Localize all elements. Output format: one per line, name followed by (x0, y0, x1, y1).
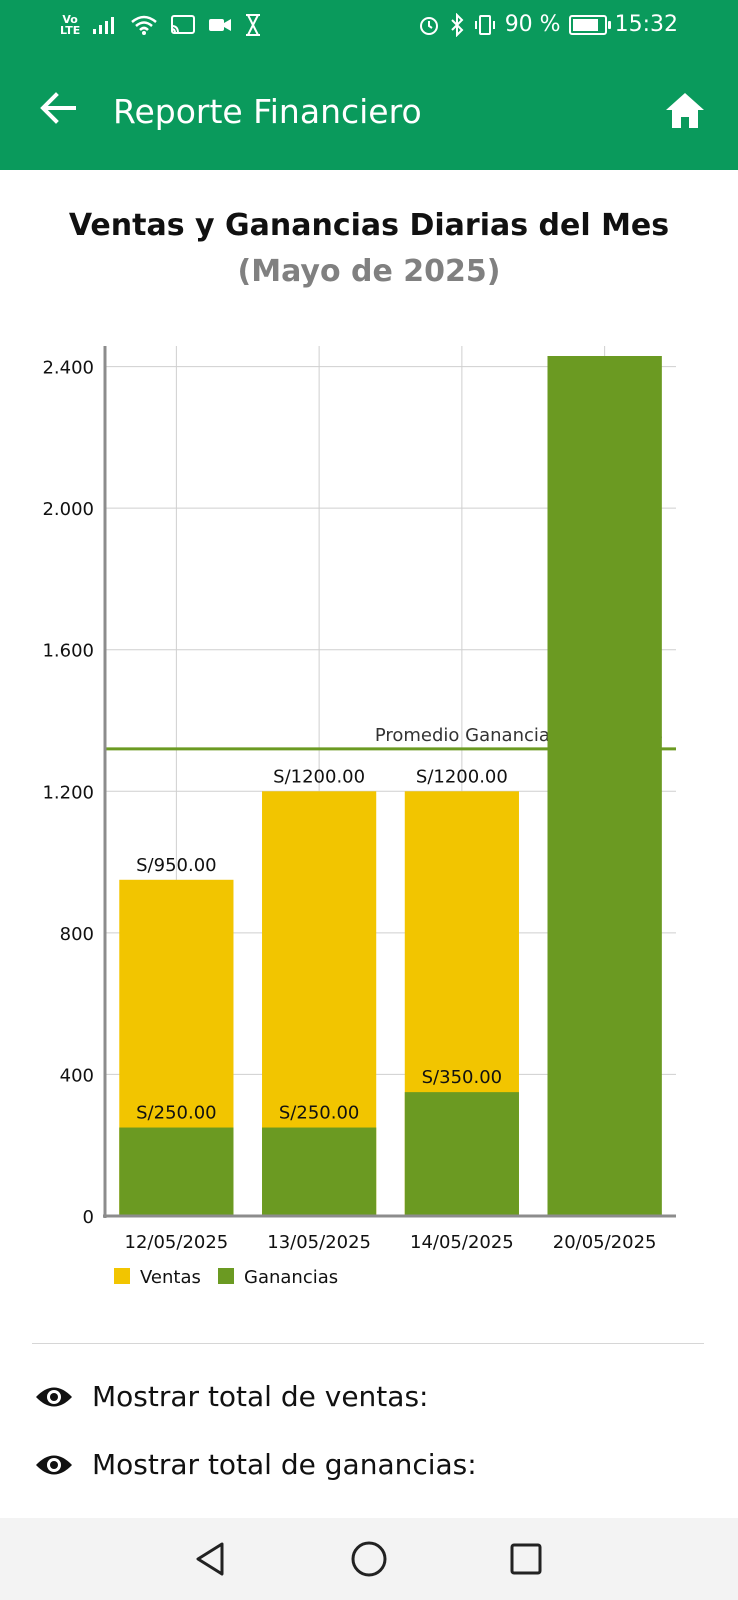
data-label-ventas: S/1200.00 (273, 766, 365, 787)
video-camera-icon (209, 19, 232, 31)
recents-square-icon[interactable] (505, 1538, 547, 1580)
y-tick-label: 2.000 (42, 499, 94, 520)
toggle-total-ventas[interactable]: Mostrar total de ventas: (34, 1380, 428, 1413)
legend-swatch-ventas (114, 1268, 130, 1284)
chart-subtitle: (Mayo de 2025) (237, 254, 501, 289)
chart-title: Ventas y Ganancias Diarias del Mes (68, 208, 670, 243)
eye-icon (36, 1387, 72, 1406)
data-label-ganancias: S/250.00 (279, 1103, 359, 1124)
legend-label-ventas: Ventas (140, 1267, 201, 1288)
x-tick-label: 14/05/2025 (410, 1232, 514, 1253)
eye-icon (36, 1455, 72, 1474)
y-tick-label: 800 (60, 924, 94, 945)
hourglass-icon (246, 14, 261, 36)
toggle-total-ganancias[interactable]: Mostrar total de ganancias: (34, 1448, 477, 1481)
wifi-icon (131, 15, 158, 35)
volte-icon: Vo LTE (60, 13, 81, 37)
bar-ganancias (404, 1092, 519, 1216)
data-label-ganancias: S/350.00 (422, 1067, 502, 1088)
x-tick-label: 20/05/2025 (553, 1232, 657, 1253)
arrow-back-icon[interactable] (36, 86, 80, 130)
battery-icon (568, 14, 611, 35)
app-bar: Reporte Financiero (0, 56, 738, 170)
status-right-icons: 90 % 15:32 (417, 12, 678, 37)
bluetooth-icon (450, 12, 464, 37)
home-circle-icon[interactable] (348, 1538, 390, 1580)
data-label-ventas: S/1200.00 (416, 766, 508, 787)
y-tick-label: 0 (83, 1207, 94, 1228)
x-tick-label: 13/05/2025 (267, 1232, 371, 1253)
y-tick-label: 1.200 (42, 782, 94, 803)
bar-ganancias (547, 356, 662, 1216)
signal-icon (93, 17, 115, 34)
y-tick-label: 2.400 (42, 358, 94, 379)
bar-ganancias (262, 1127, 377, 1216)
legend-swatch-ganancias (218, 1268, 234, 1284)
back-triangle-icon[interactable] (190, 1538, 232, 1580)
divider (32, 1343, 704, 1344)
x-tick-label: 12/05/2025 (125, 1232, 229, 1253)
toggle-label: Mostrar total de ganancias: (92, 1448, 477, 1481)
status-left-icons: Vo LTE (60, 14, 262, 36)
bar-ganancias (119, 1127, 234, 1216)
status-bar: Vo LTE (0, 0, 738, 56)
system-nav-bar (0, 1518, 738, 1600)
data-label-ganancias: S/250.00 (136, 1103, 216, 1124)
vibrate-icon (474, 14, 495, 35)
alarm-icon (419, 16, 438, 35)
home-icon[interactable] (662, 88, 708, 134)
page-title: Reporte Financiero (113, 92, 422, 131)
y-tick-label: 1.600 (42, 641, 94, 662)
battery-percent: 90 % (504, 12, 561, 37)
cast-icon (171, 15, 196, 34)
clock: 15:32 (614, 12, 678, 37)
y-tick-label: 400 (60, 1065, 94, 1086)
legend-label-ganancias: Ganancias (244, 1267, 338, 1288)
toggle-label: Mostrar total de ventas: (92, 1380, 429, 1413)
data-label-ventas: S/950.00 (136, 855, 216, 876)
